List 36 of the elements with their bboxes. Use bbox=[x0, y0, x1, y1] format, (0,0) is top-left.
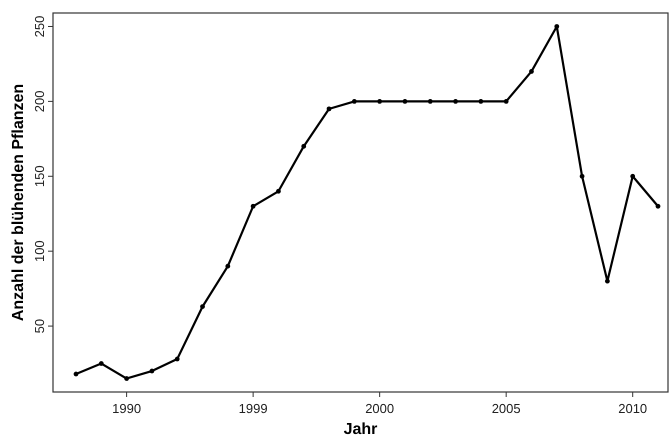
point bbox=[554, 24, 560, 29]
point bbox=[301, 144, 306, 149]
point bbox=[200, 304, 205, 309]
y-tick-label: 100 bbox=[32, 240, 47, 262]
point bbox=[150, 368, 154, 374]
y-axis-title: Anzahl der blühenden Pflanzen bbox=[10, 84, 27, 322]
point bbox=[352, 98, 357, 104]
point bbox=[453, 98, 458, 104]
point bbox=[478, 98, 484, 104]
x-tick-label: 2010 bbox=[618, 401, 648, 416]
point bbox=[428, 98, 433, 104]
point bbox=[276, 188, 281, 194]
y-tick-label: 50 bbox=[32, 318, 47, 334]
point bbox=[604, 278, 610, 284]
point bbox=[377, 98, 382, 104]
point bbox=[74, 372, 78, 376]
y-tick-label: 150 bbox=[32, 165, 47, 188]
y-tick-label: 200 bbox=[32, 90, 47, 112]
x-tick-label: 1990 bbox=[112, 401, 142, 416]
point bbox=[225, 264, 230, 269]
point bbox=[326, 106, 332, 112]
point bbox=[98, 361, 104, 366]
y-tick-label: 250 bbox=[32, 16, 47, 38]
point bbox=[504, 98, 509, 104]
point bbox=[630, 174, 636, 179]
point bbox=[656, 204, 660, 209]
point bbox=[402, 98, 408, 104]
x-axis-title: Jahr bbox=[344, 421, 378, 438]
point bbox=[124, 376, 130, 381]
point bbox=[529, 69, 534, 74]
point bbox=[580, 174, 584, 179]
x-tick-label: 2000 bbox=[365, 401, 394, 416]
point bbox=[174, 356, 180, 362]
x-tick-label: 1999 bbox=[238, 401, 268, 416]
x-tick-label: 2005 bbox=[492, 401, 521, 416]
point bbox=[250, 204, 256, 209]
